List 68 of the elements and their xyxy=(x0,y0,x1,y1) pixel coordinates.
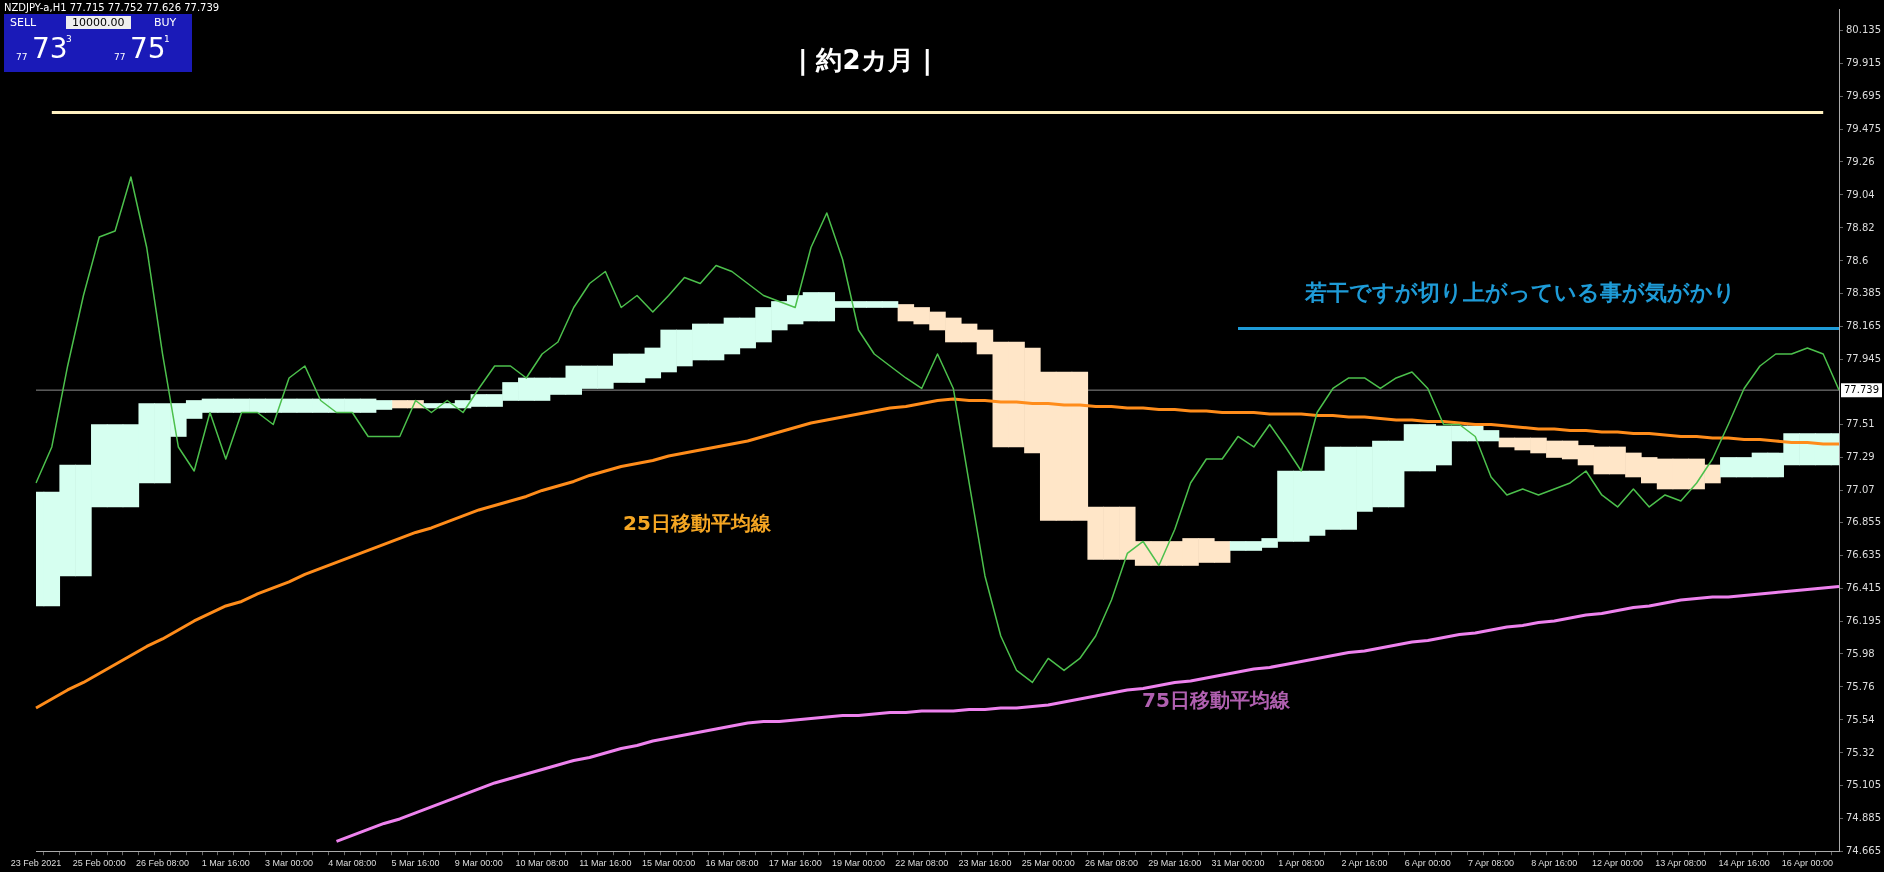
x-tick-label: 1 Apr 08:00 xyxy=(1278,858,1325,869)
y-tick-label: 79.475 xyxy=(1846,123,1882,135)
y-tick-label: 79.04 xyxy=(1846,188,1875,200)
y-tick-label: 77.29 xyxy=(1846,451,1875,463)
chart-title: NZDJPY-a,H1 77.715 77.752 77.626 77.739 xyxy=(4,2,220,13)
x-tick-label: 25 Mar 00:00 xyxy=(1021,858,1075,869)
x-tick-label: 2 Apr 16:00 xyxy=(1341,858,1388,869)
x-tick-label: 23 Mar 16:00 xyxy=(958,858,1012,869)
x-tick-label: 16 Mar 08:00 xyxy=(705,858,759,869)
x-tick-label: 8 Apr 16:00 xyxy=(1531,858,1578,869)
annotation: 10000.00 xyxy=(66,16,131,29)
y-tick-label: 78.385 xyxy=(1846,286,1882,298)
x-tick-label: 11 Mar 16:00 xyxy=(579,858,632,869)
y-tick-label: 76.635 xyxy=(1846,549,1882,561)
annotation: 3 xyxy=(66,34,72,44)
y-tick-label: 77.51 xyxy=(1846,418,1875,430)
y-tick-label: 76.415 xyxy=(1846,582,1882,594)
y-tick-label: 75.98 xyxy=(1846,647,1875,659)
annotation: SELL xyxy=(10,16,37,29)
annotation: 1 xyxy=(164,34,170,44)
annotation: 75 xyxy=(130,32,166,65)
y-tick-label: 74.665 xyxy=(1846,844,1882,856)
annotation: 若干ですが切り上がっている事が気がかり xyxy=(1303,279,1736,305)
x-tick-label: 9 Mar 00:00 xyxy=(454,858,503,869)
x-tick-label: 3 Mar 00:00 xyxy=(265,858,314,869)
text: 77 xyxy=(16,52,28,62)
y-tick-label: 78.6 xyxy=(1846,254,1869,266)
x-tick-label: 19 Mar 00:00 xyxy=(831,858,885,869)
x-tick-label: 15 Mar 00:00 xyxy=(642,858,696,869)
annotation: 75日移動平均線 xyxy=(1142,688,1291,713)
y-tick-label: 75.76 xyxy=(1846,680,1875,692)
x-tick-label: 26 Feb 08:00 xyxy=(136,858,190,869)
y-tick-label: 79.915 xyxy=(1846,57,1882,69)
y-tick-label: 76.195 xyxy=(1846,615,1882,627)
y-tick-label: 79.695 xyxy=(1846,90,1882,102)
x-tick-label: 16 Apr 00:00 xyxy=(1781,858,1833,869)
y-tick-label: 77.07 xyxy=(1846,484,1875,496)
y-tick-label: 80.135 xyxy=(1846,24,1882,36)
y-tick-label: 78.165 xyxy=(1846,319,1882,331)
x-tick-label: 25 Feb 00:00 xyxy=(72,858,126,869)
x-tick-label: 5 Mar 16:00 xyxy=(391,858,440,869)
x-tick-label: 4 Mar 08:00 xyxy=(328,858,377,869)
x-tick-label: 26 Mar 08:00 xyxy=(1084,858,1138,869)
y-tick-label: 75.32 xyxy=(1846,746,1875,758)
annotation: 25日移動平均線 xyxy=(623,511,772,536)
x-tick-label: 13 Apr 08:00 xyxy=(1655,858,1707,869)
x-tick-label: 17 Mar 16:00 xyxy=(768,858,822,869)
ref-line-label: 77.739 xyxy=(1844,383,1880,395)
y-tick-label: 75.105 xyxy=(1846,778,1882,790)
x-tick-label: 1 Mar 16:00 xyxy=(201,858,250,869)
y-tick-label: 78.82 xyxy=(1846,221,1875,233)
y-tick-label: 77.945 xyxy=(1846,352,1882,364)
x-tick-label: 29 Mar 16:00 xyxy=(1148,858,1202,869)
x-tick-label: 31 Mar 00:00 xyxy=(1211,858,1265,869)
x-tick-label: 7 Apr 08:00 xyxy=(1468,858,1515,869)
y-tick-label: 76.855 xyxy=(1846,516,1882,528)
x-tick-label: 10 Mar 08:00 xyxy=(515,858,569,869)
x-tick-label: 12 Apr 00:00 xyxy=(1592,858,1644,869)
x-tick-label: 6 Apr 00:00 xyxy=(1404,858,1451,869)
y-tick-label: 74.885 xyxy=(1846,811,1882,823)
x-tick-label: 23 Feb 2021 xyxy=(10,858,62,869)
x-tick-label: 14 Apr 16:00 xyxy=(1718,858,1770,869)
y-tick-label: 79.26 xyxy=(1846,155,1875,167)
x-tick-label: 22 Mar 08:00 xyxy=(895,858,949,869)
annotation: 77 xyxy=(114,52,126,62)
annotation: BUY xyxy=(154,16,177,29)
y-tick-label: 75.54 xyxy=(1846,713,1875,725)
annotation: | 約2カ月 | xyxy=(797,44,933,76)
